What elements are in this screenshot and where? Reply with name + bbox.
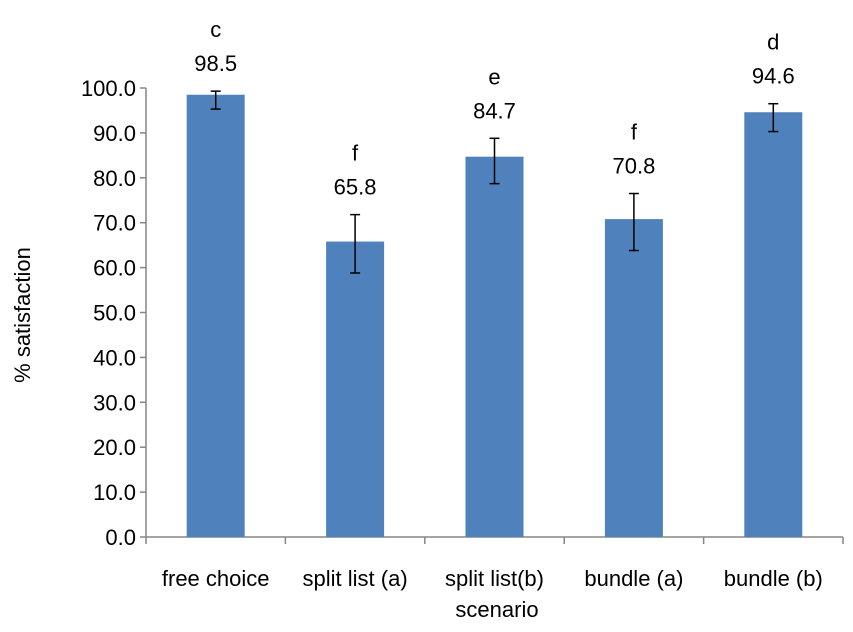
x-tick-label: split list(b): [445, 566, 544, 591]
data-label: 65.8: [334, 175, 377, 200]
significance-letter: f: [631, 120, 638, 145]
y-tick-label: 90.0: [93, 121, 136, 146]
significance-letter: e: [488, 64, 500, 89]
y-tick-label: 20.0: [93, 435, 136, 460]
y-tick-label: 0.0: [105, 525, 136, 550]
bar: [604, 219, 663, 537]
y-tick-label: 30.0: [93, 390, 136, 415]
x-axis-title: scenario: [455, 597, 538, 622]
bar: [744, 112, 803, 537]
data-label: 98.5: [194, 51, 237, 76]
bar: [186, 94, 245, 538]
bar-labels: 98.5 c 65.8 f 84.7 e 70.8 f 94.6 d: [194, 17, 794, 199]
data-label: 94.6: [752, 64, 795, 89]
y-tick-label: 40.0: [93, 345, 136, 370]
error-bars: [210, 90, 779, 274]
bar: [326, 241, 385, 538]
significance-letter: d: [767, 30, 779, 55]
y-tick-label: 50.0: [93, 301, 136, 326]
significance-letter: c: [210, 17, 221, 42]
y-tick-label: 80.0: [93, 166, 136, 191]
y-tick-label: 100.0: [81, 76, 136, 101]
bar: [465, 156, 524, 537]
x-tick-label: bundle (b): [724, 566, 823, 591]
x-tick-label: bundle (a): [584, 566, 683, 591]
x-tick-label: split list (a): [303, 566, 408, 591]
x-axis: free choice split list (a) split list(b) bu…: [145, 536, 844, 591]
bars: [186, 94, 803, 538]
significance-letter: f: [352, 141, 359, 166]
data-label: 84.7: [473, 98, 516, 123]
y-tick-label: 60.0: [93, 256, 136, 281]
y-axis-title: % satisfaction: [10, 247, 35, 383]
y-tick-label: 10.0: [93, 480, 136, 505]
y-axis: 0.0 10.0 20.0 30.0 40.0 50.0 60.0 70.0 80.0 90.0 1…: [81, 76, 147, 550]
y-tick-label: 70.0: [93, 211, 136, 236]
x-tick-label: free choice: [162, 566, 270, 591]
data-label: 70.8: [612, 154, 655, 179]
